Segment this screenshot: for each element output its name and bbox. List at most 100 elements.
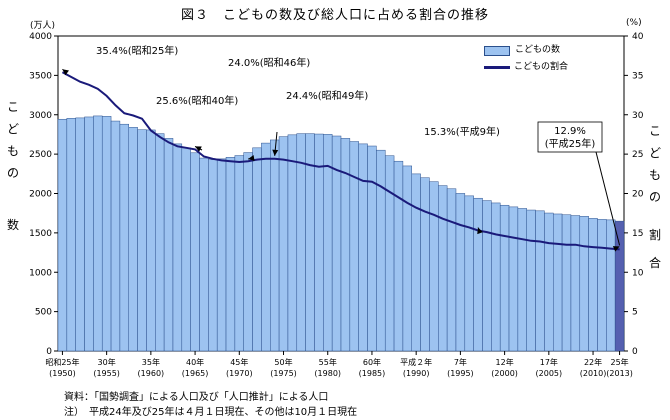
bar bbox=[349, 141, 359, 352]
bar bbox=[526, 209, 536, 352]
line-series bbox=[61, 71, 620, 251]
right-tick-label: 35 bbox=[632, 71, 643, 81]
bar bbox=[384, 155, 395, 352]
bar bbox=[234, 155, 244, 352]
bar bbox=[455, 193, 466, 352]
bar bbox=[544, 212, 554, 352]
right-tick-label: 20 bbox=[632, 190, 644, 200]
bar bbox=[535, 210, 545, 352]
right-tick-label: 25 bbox=[632, 150, 643, 160]
bar bbox=[163, 138, 174, 352]
x-tick-sublabel: (1985) bbox=[359, 369, 386, 378]
annotation-sublabel: (平成25年) bbox=[545, 137, 596, 150]
right-axis-label-char: 合 bbox=[648, 256, 661, 270]
footnote: 注） 平成24年及び25年は４月１日現在、その他は10月１日現在 bbox=[64, 407, 358, 418]
right-axis-label-char: 割 bbox=[648, 228, 661, 242]
right-axis-label-char: も bbox=[648, 168, 661, 182]
x-tick-label: 40年 bbox=[186, 357, 204, 367]
bar bbox=[296, 133, 306, 352]
x-tick-sublabel: (1970) bbox=[226, 369, 253, 378]
x-tick-label: 30年 bbox=[98, 357, 116, 367]
right-axis-label: こ ど も の 割 合 bbox=[648, 120, 662, 274]
right-axis-label-char: の bbox=[648, 190, 661, 204]
x-tick-sublabel: (1955) bbox=[93, 369, 120, 378]
bar bbox=[517, 208, 527, 352]
source-note: 資料：「国勢調査」による人口及び「人口推計」による人口 bbox=[64, 392, 329, 403]
x-tick-sublabel: (2005) bbox=[536, 369, 563, 378]
left-axis-label-char: も bbox=[6, 144, 19, 158]
arrowhead bbox=[195, 146, 202, 152]
left-tick-label: 500 bbox=[35, 308, 52, 318]
bar bbox=[420, 177, 430, 352]
annotation-label: 15.3%(平成9年) bbox=[424, 125, 500, 138]
x-tick-sublabel: (1960) bbox=[138, 369, 165, 378]
left-axis-label-char: の bbox=[6, 166, 19, 180]
right-axis-unit: (%) bbox=[626, 18, 642, 28]
legend: こどもの数 こどもの割合 bbox=[484, 42, 568, 76]
left-axis-label-char: 数 bbox=[6, 218, 19, 232]
bar bbox=[155, 133, 165, 352]
bar bbox=[579, 216, 589, 352]
x-tick-label: 17年 bbox=[540, 357, 558, 367]
bar bbox=[499, 204, 510, 352]
bar bbox=[438, 185, 448, 352]
bar bbox=[367, 145, 377, 352]
right-tick-label: 5 bbox=[632, 308, 638, 318]
bar bbox=[553, 213, 563, 352]
bar bbox=[570, 215, 581, 352]
legend-line-label: こどもの割合 bbox=[514, 62, 569, 72]
annotation-arrow bbox=[595, 151, 621, 246]
x-tick-label: 7年 bbox=[454, 357, 467, 367]
x-tick-sublabel: (1995) bbox=[447, 369, 474, 378]
bar bbox=[340, 138, 351, 352]
annotation-label: 24.0%(昭和46年) bbox=[228, 56, 310, 69]
bar bbox=[225, 157, 236, 352]
arrowhead bbox=[272, 149, 279, 156]
x-tick-label: 60年 bbox=[363, 357, 381, 367]
left-tick-label: 4000 bbox=[29, 32, 52, 42]
bar bbox=[84, 116, 94, 352]
bar bbox=[146, 129, 156, 352]
bar bbox=[561, 214, 572, 352]
x-tick-sublabel: (1965) bbox=[182, 369, 209, 378]
x-tick-label: 昭和25年 bbox=[45, 357, 79, 367]
right-tick-label: 15 bbox=[632, 229, 643, 239]
x-tick-label: 50年 bbox=[274, 357, 292, 367]
bar bbox=[287, 134, 298, 352]
bar bbox=[482, 200, 492, 352]
bar bbox=[190, 152, 200, 352]
bar bbox=[491, 202, 501, 352]
bar bbox=[446, 188, 457, 352]
right-tick-label: 30 bbox=[632, 111, 644, 121]
x-tick-label: 35年 bbox=[142, 357, 160, 367]
bar bbox=[66, 118, 76, 352]
annotation-box bbox=[537, 121, 603, 153]
bar bbox=[101, 116, 112, 352]
left-axis-label-char: こ bbox=[6, 100, 19, 114]
left-axis-label: こ ど も の 数 bbox=[6, 96, 20, 236]
bar bbox=[597, 219, 607, 352]
bar bbox=[128, 127, 138, 352]
bar bbox=[464, 195, 474, 352]
bar bbox=[137, 129, 147, 352]
annotation-label: 24.4%(昭和49年) bbox=[286, 89, 368, 102]
left-tick-label: 2000 bbox=[29, 190, 52, 200]
arrowhead bbox=[62, 69, 70, 76]
left-tick-label: 0 bbox=[46, 347, 52, 357]
annotation-label: 12.9% bbox=[554, 126, 586, 137]
bar bbox=[270, 139, 280, 352]
bar bbox=[473, 197, 483, 352]
x-tick-label: 25年 bbox=[610, 357, 628, 367]
bar bbox=[110, 120, 121, 352]
bar bbox=[606, 219, 616, 352]
bar bbox=[243, 152, 253, 352]
bar bbox=[411, 173, 421, 352]
bar bbox=[261, 142, 271, 352]
bar bbox=[75, 117, 85, 352]
left-tick-label: 2500 bbox=[29, 150, 52, 160]
legend-line-swatch bbox=[484, 66, 510, 69]
chart-title: 図３ こどもの数及び総人口に占める割合の推移 bbox=[180, 8, 489, 23]
right-tick-label: 0 bbox=[632, 347, 638, 357]
x-tick-sublabel: (2010) bbox=[580, 369, 607, 378]
